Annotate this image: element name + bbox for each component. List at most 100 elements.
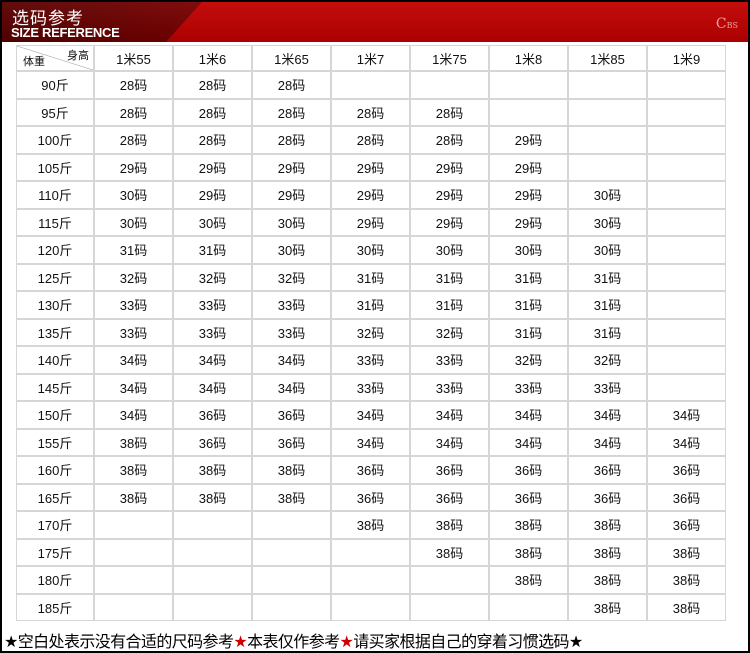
size-cell: 31码 (94, 236, 173, 264)
size-cell: 38码 (94, 483, 173, 511)
header-banner: 选码参考 SIZE REFERENCE CBS (2, 2, 748, 42)
size-cell: 28码 (252, 126, 331, 154)
size-cell: 38码 (410, 511, 489, 539)
size-cell: 38码 (173, 456, 252, 484)
size-cell (568, 98, 647, 126)
size-cell: 34码 (647, 428, 726, 456)
size-cell: 31码 (173, 236, 252, 264)
size-cell: 29码 (489, 208, 568, 236)
row-header-weight: 145斤 (16, 373, 94, 401)
table-row: 180斤 38码 38码 38码 (16, 566, 726, 594)
size-cell: 38码 (410, 538, 489, 566)
size-cell: 30码 (94, 181, 173, 209)
size-cell: 30码 (173, 208, 252, 236)
size-cell: 31码 (331, 291, 410, 319)
size-cell: 32码 (252, 263, 331, 291)
size-cell: 38码 (489, 566, 568, 594)
row-header-weight: 125斤 (16, 263, 94, 291)
size-cell (94, 566, 173, 594)
size-cell: 38码 (647, 593, 726, 621)
size-cell (489, 71, 568, 99)
size-cell: 30码 (568, 236, 647, 264)
size-cell: 30码 (489, 236, 568, 264)
size-cell: 33码 (410, 346, 489, 374)
size-cell: 30码 (331, 236, 410, 264)
row-header-weight: 185斤 (16, 593, 94, 621)
column-header-height: 1米6 (173, 45, 252, 71)
row-header-weight: 140斤 (16, 346, 94, 374)
size-cell (647, 153, 726, 181)
size-cell: 36码 (173, 401, 252, 429)
row-header-weight: 110斤 (16, 181, 94, 209)
size-cell (647, 126, 726, 154)
size-cell: 38码 (489, 538, 568, 566)
size-cell: 30码 (568, 208, 647, 236)
size-cell: 32码 (94, 263, 173, 291)
size-cell (94, 593, 173, 621)
table-row: 135斤 33码 33码 33码 32码 32码 31码 31码 (16, 318, 726, 346)
table-row: 90斤 28码 28码 28码 (16, 71, 726, 99)
weight-label: 体重 (23, 55, 45, 68)
size-cell: 29码 (331, 153, 410, 181)
size-cell (568, 153, 647, 181)
size-cell: 34码 (252, 346, 331, 374)
size-cell: 31码 (568, 291, 647, 319)
size-cell: 38码 (252, 456, 331, 484)
row-header-weight: 120斤 (16, 236, 94, 264)
size-cell (94, 538, 173, 566)
size-cell: 29码 (410, 208, 489, 236)
size-cell: 38码 (331, 511, 410, 539)
size-cell: 31码 (331, 263, 410, 291)
size-cell: 31码 (489, 318, 568, 346)
column-header-height: 1米55 (94, 45, 173, 71)
size-cell: 36码 (489, 456, 568, 484)
size-cell (410, 71, 489, 99)
size-cell: 34码 (647, 401, 726, 429)
table-header-row: 身高 体重 1米55 1米6 1米65 1米7 1米75 1米8 1米85 1米9 (16, 45, 726, 71)
row-header-weight: 130斤 (16, 291, 94, 319)
size-cell: 31码 (410, 291, 489, 319)
height-label: 身高 (67, 49, 89, 62)
size-cell: 34码 (331, 428, 410, 456)
size-cell: 34码 (489, 428, 568, 456)
size-cell: 31码 (410, 263, 489, 291)
size-cell: 32码 (410, 318, 489, 346)
row-header-weight: 90斤 (16, 71, 94, 99)
size-cell (647, 71, 726, 99)
size-cell: 38码 (647, 566, 726, 594)
size-cell: 34码 (489, 401, 568, 429)
size-cell: 34码 (173, 373, 252, 401)
size-cell: 34码 (94, 373, 173, 401)
table-row: 145斤 34码 34码 34码 33码 33码 33码 33码 (16, 373, 726, 401)
row-header-weight: 95斤 (16, 98, 94, 126)
size-cell: 33码 (568, 373, 647, 401)
row-header-weight: 115斤 (16, 208, 94, 236)
size-cell: 31码 (568, 263, 647, 291)
size-cell: 30码 (568, 181, 647, 209)
table-row: 155斤 38码 36码 36码 34码 34码 34码 34码 34码 (16, 428, 726, 456)
size-cell: 38码 (173, 483, 252, 511)
size-cell: 34码 (252, 373, 331, 401)
size-cell: 30码 (252, 236, 331, 264)
size-cell: 36码 (647, 483, 726, 511)
table-row: 130斤 33码 33码 33码 31码 31码 31码 31码 (16, 291, 726, 319)
size-cell: 30码 (252, 208, 331, 236)
size-cell (489, 98, 568, 126)
size-cell: 29码 (331, 208, 410, 236)
table-row: 120斤 31码 31码 30码 30码 30码 30码 30码 (16, 236, 726, 264)
size-cell: 29码 (173, 181, 252, 209)
size-cell: 29码 (173, 153, 252, 181)
size-cell: 34码 (568, 401, 647, 429)
column-header-height: 1米75 (410, 45, 489, 71)
table-row: 115斤 30码 30码 30码 29码 29码 29码 30码 (16, 208, 726, 236)
size-cell: 34码 (94, 401, 173, 429)
size-cell: 38码 (252, 483, 331, 511)
size-cell (252, 593, 331, 621)
row-header-weight: 135斤 (16, 318, 94, 346)
size-cell: 31码 (568, 318, 647, 346)
size-cell (647, 318, 726, 346)
size-cell: 33码 (173, 291, 252, 319)
star-icon: ★ (233, 632, 248, 651)
size-cell: 28码 (252, 71, 331, 99)
